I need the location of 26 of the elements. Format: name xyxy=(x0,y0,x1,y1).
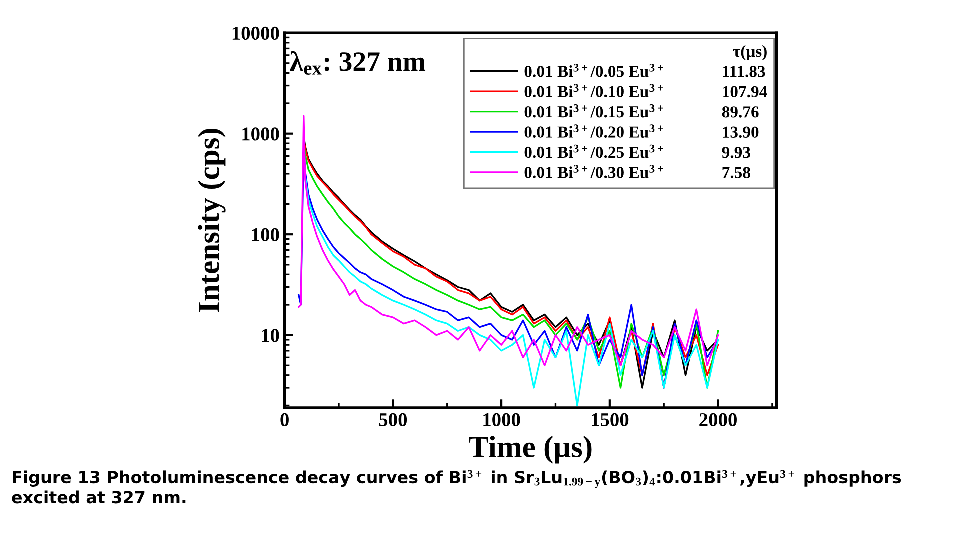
annotation: 111.83 xyxy=(723,66,766,78)
legend-label: 0.01 Bi$^{3+}$/0.20 Eu$^{3+}$ xyxy=(524,124,664,138)
x-tick-label: 1500 xyxy=(592,413,629,427)
y-tick-label: 10000 xyxy=(232,26,280,40)
y-tick-label: 10 xyxy=(262,329,280,342)
x-tick-label: 2000 xyxy=(700,413,737,427)
annotation: 107.94 xyxy=(723,86,768,98)
legend-label: 0.01 Bi$^{3+}$/0.10 Eu$^{3+}$ xyxy=(524,84,664,98)
x-axis-title: Time (μs) xyxy=(469,436,592,464)
y-axis-title: Intensity (cps) xyxy=(198,128,226,312)
x-tick-label: 1000 xyxy=(484,413,520,427)
text: Figure 13 Photoluminescence decay curves of Bi$^{3+}$ in Sr$_{3}$Lu$_{1.99−y}$(BO$_{3}$)$_{4}$:0.01Bi$^{3+}$,yEu$^{3+}$ phosphors excited at 327 nm. xyxy=(12,470,902,504)
legend-label: 0.01 Bi$^{3+}$/0.25 Eu$^{3+}$ xyxy=(524,144,664,158)
legend-label: 0.01 Bi$^{3+}$/0.30 Eu$^{3+}$ xyxy=(524,165,664,178)
legend-label: 0.01 Bi$^{3+}$/0.15 Eu$^{3+}$ xyxy=(524,104,664,118)
annotation: 9.93 xyxy=(722,147,750,158)
annotation: 13.90 xyxy=(723,126,759,138)
x-tick-label: 500 xyxy=(379,413,408,427)
annotation: λ$_{ex}$: 327 nm xyxy=(290,51,426,75)
annotation: 7.58 xyxy=(722,167,750,178)
annotation: 89.76 xyxy=(722,106,759,118)
legend-title: τ(μs) xyxy=(733,45,767,61)
x-tick-label: 0 xyxy=(280,413,289,427)
y-tick-label: 1000 xyxy=(242,128,280,141)
legend-label: 0.01 Bi$^{3+}$/0.05 Eu$^{3+}$ xyxy=(524,64,664,78)
y-tick-label: 100 xyxy=(252,228,280,242)
